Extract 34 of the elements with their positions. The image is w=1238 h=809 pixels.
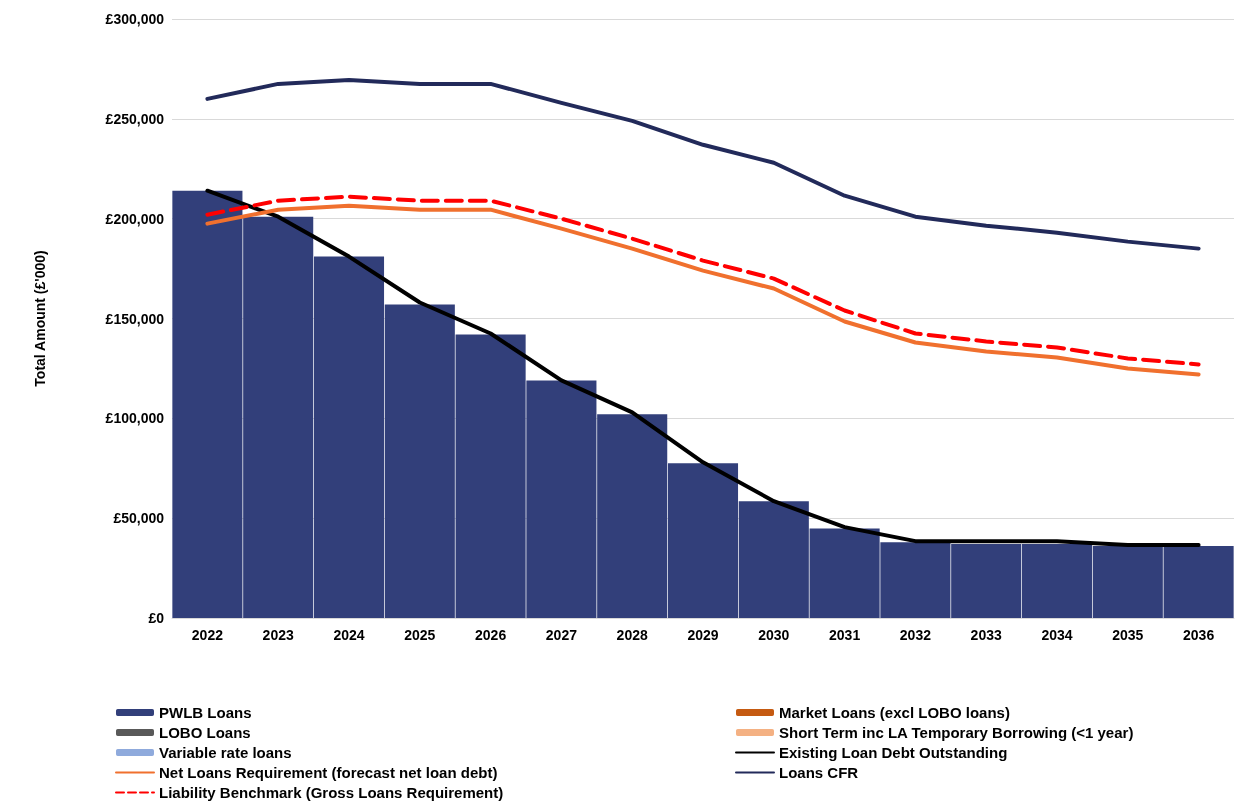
legend-label: Net Loans Requirement (forecast net loan debt) [159,764,498,781]
legend-label: Variable rate loans [159,744,292,761]
line-series [205,77,1201,251]
x-tick-label: 2031 [829,627,861,643]
y-tick-label: £100,000 [105,410,165,427]
x-tick-label: 2030 [758,627,790,643]
legend-label: LOBO Loans [159,724,251,741]
y-tick-label: £300,000 [105,11,165,27]
legend-label: PWLB Loans [159,704,252,721]
x-tick-label: 2027 [545,627,578,643]
x-tick-label: 2028 [616,627,648,643]
line-series [205,188,1201,548]
legend-label: Market Loans (excl LOBO loans) [779,704,1010,721]
legend-label: Short Term inc LA Temporary Borrowing (<1 year) [779,724,1134,741]
x-tick-label: 2033 [970,627,1002,643]
x-tick-label: 2035 [1112,627,1144,643]
x-tick-label: 2032 [899,627,932,643]
x-tick-label: 2024 [333,627,365,643]
legend-label: Liability Benchmark (Gross Loans Requirement) [159,784,504,801]
x-tick-label: 2022 [191,627,224,643]
x-tick-label: 2034 [1041,627,1073,643]
x-tick-label: 2023 [262,627,294,643]
legend-label: Loans CFR [779,764,859,781]
y-tick-label: £50,000 [113,510,165,527]
y-tick-label: £200,000 [105,210,165,227]
y-tick-label: £250,000 [105,110,165,127]
y-tick-label: £0 [148,610,165,626]
x-tick-label: 2026 [475,627,507,643]
y-tick-label: £150,000 [105,310,165,327]
x-tick-label: 2029 [687,627,719,643]
x-tick-label: 2025 [404,627,436,643]
y-axis-title: Total Amount (£'000) [32,250,48,387]
legend-label: Existing Loan Debt Outstanding [779,744,1008,761]
x-tick-label: 2036 [1183,627,1215,643]
